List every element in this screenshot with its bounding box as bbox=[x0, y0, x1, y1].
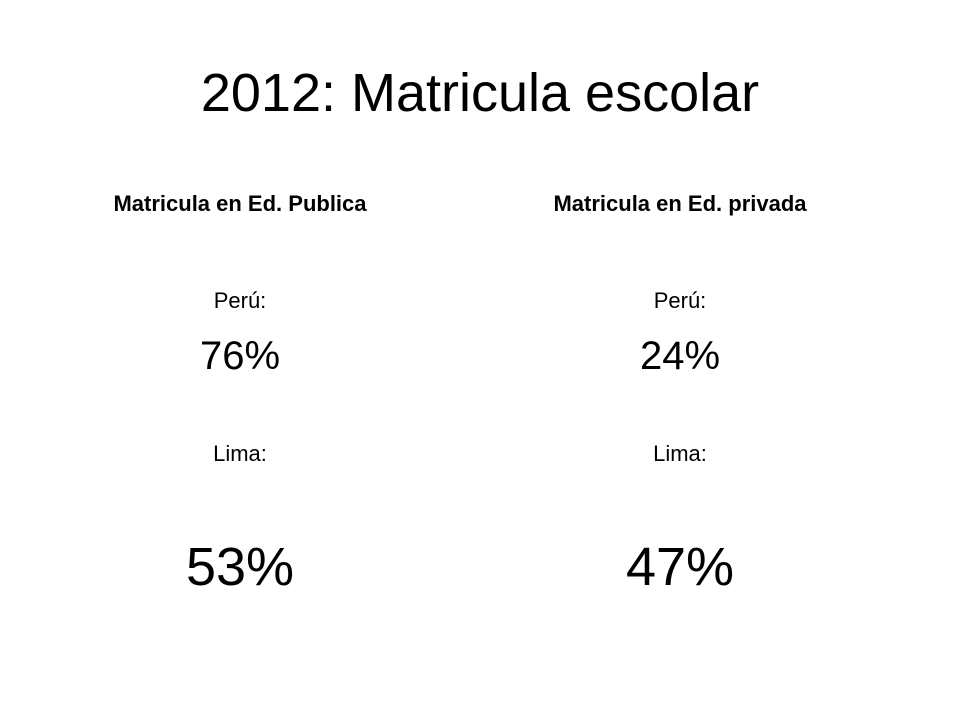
value-peru-public: 76% bbox=[199, 334, 281, 378]
label-peru-public: Perú: bbox=[213, 288, 267, 313]
label-lima-public: Lima: bbox=[213, 441, 267, 466]
value-peru-private: 24% bbox=[639, 334, 721, 378]
slide-title: 2012: Matricula escolar bbox=[200, 63, 760, 123]
column-private: Matricula en Ed. privada Perú: 24% Lima:… bbox=[480, 0, 880, 720]
column-heading-public: Matricula en Ed. Publica bbox=[113, 191, 367, 216]
value-lima-private: 47% bbox=[625, 537, 735, 597]
label-lima-private: Lima: bbox=[653, 441, 707, 466]
column-heading-private: Matricula en Ed. privada bbox=[553, 191, 807, 216]
column-public: Matricula en Ed. Publica Perú: 76% Lima:… bbox=[40, 0, 440, 720]
label-peru-private: Perú: bbox=[653, 288, 707, 313]
value-lima-public: 53% bbox=[185, 537, 295, 597]
